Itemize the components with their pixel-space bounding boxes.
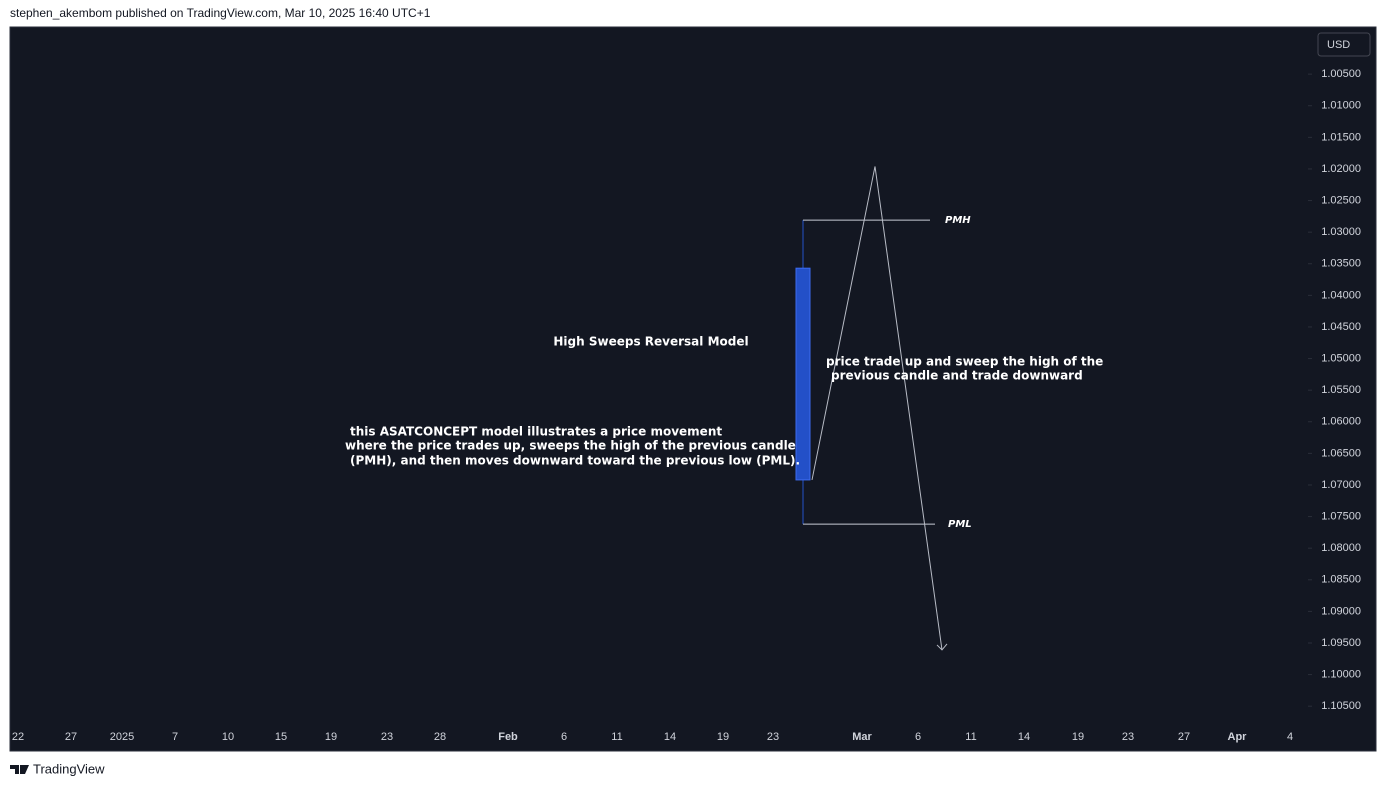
- x-tick-label: Feb: [498, 731, 518, 743]
- x-tick-label: 11: [965, 731, 976, 743]
- x-tick-label: 23: [1122, 731, 1134, 743]
- annotation-left: where the price trades up, sweeps the hi…: [345, 439, 796, 453]
- y-tick-label: 1.04000: [1321, 289, 1361, 301]
- candle-body: [795, 267, 811, 481]
- x-tick-label: 4: [1287, 731, 1293, 743]
- annotation-left: this ASATCONCEPT model illustrates a pri…: [350, 425, 722, 439]
- currency-box[interactable]: [1317, 32, 1371, 57]
- y-tick-label: 1.03000: [1321, 226, 1361, 238]
- y-tick-label: 1.08000: [1321, 542, 1361, 554]
- x-tick-label: 27: [65, 731, 77, 743]
- x-tick-label: 27: [1178, 731, 1190, 743]
- y-tick-label: 1.07500: [1321, 510, 1361, 522]
- y-tick-label: 1.10500: [1321, 700, 1361, 712]
- y-tick-label: 1.06000: [1321, 416, 1361, 428]
- x-tick-label: 11: [611, 731, 622, 743]
- x-tick-label: 6: [561, 731, 567, 743]
- y-tick-label: 1.05000: [1321, 352, 1361, 364]
- y-tick-label: 1.04500: [1321, 321, 1361, 333]
- y-tick-label: 1.02000: [1321, 163, 1361, 175]
- x-tick-label: 2025: [110, 731, 134, 743]
- x-tick-label: 15: [275, 731, 287, 743]
- arrow-head: [936, 643, 948, 651]
- chart-area: [9, 26, 1377, 752]
- y-tick-label: 1.08500: [1321, 574, 1361, 586]
- y-tick-label: 1.01500: [1321, 131, 1361, 143]
- y-tick-label: 1.09500: [1321, 637, 1361, 649]
- x-tick-label: 19: [717, 731, 729, 743]
- y-tick-label: 1.03500: [1321, 258, 1361, 270]
- annotation-left: (PMH), and then moves downward toward th…: [350, 454, 800, 468]
- x-tick-label: 22: [12, 731, 24, 743]
- x-tick-label: 19: [1072, 731, 1084, 743]
- y-tick-label: 1.01000: [1321, 100, 1361, 112]
- y-tick-label: 1.05500: [1321, 384, 1361, 396]
- publish-info: stephen_akembom published on TradingView…: [10, 6, 431, 20]
- tv-logo: [10, 765, 29, 774]
- x-tick-label: 7: [172, 731, 178, 743]
- annotation-right: price trade up and sweep the high of the: [826, 355, 1103, 369]
- x-tick-label: 19: [325, 731, 337, 743]
- y-tick-label: 1.02500: [1321, 194, 1361, 206]
- level-label: PMH: [945, 215, 971, 226]
- y-tick-label: 1.10000: [1321, 669, 1361, 681]
- price-path: [811, 166, 943, 651]
- x-tick-label: Mar: [852, 731, 872, 743]
- currency: USD: [1327, 39, 1350, 51]
- annotation-title: High Sweeps Reversal Model: [553, 335, 748, 349]
- x-tick-label: Apr: [1228, 731, 1248, 743]
- y-tick-label: 1.00500: [1321, 68, 1361, 80]
- x-tick-label: 6: [915, 731, 921, 743]
- y-tick-label: 1.09000: [1321, 605, 1361, 617]
- level-label: PML: [948, 519, 972, 530]
- annotation-right: previous candle and trade downward: [831, 369, 1083, 383]
- x-tick-label: 23: [381, 731, 393, 743]
- x-tick-label: 14: [664, 731, 676, 743]
- x-tick-label: 14: [1018, 731, 1030, 743]
- y-tick-label: 1.06500: [1321, 447, 1361, 459]
- x-tick-label: 10: [222, 731, 234, 743]
- brand: TradingView: [33, 761, 105, 776]
- x-tick-label: 28: [434, 731, 446, 743]
- x-tick-label: 23: [767, 731, 779, 743]
- y-tick-label: 1.07000: [1321, 479, 1361, 491]
